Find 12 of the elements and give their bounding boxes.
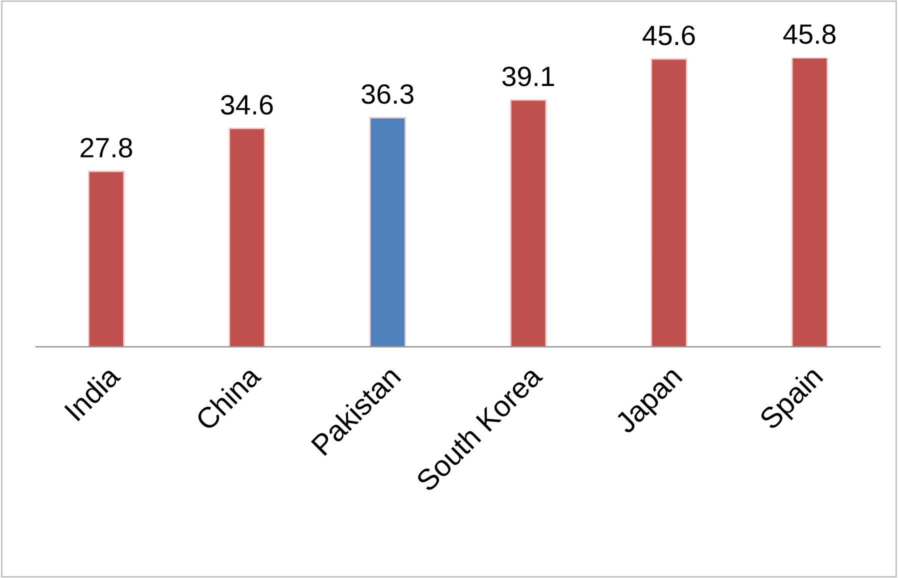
- data-label: 27.8: [80, 138, 132, 158]
- bar: [228, 128, 266, 347]
- data-label: 39.1: [502, 66, 554, 86]
- data-label: 34.6: [220, 94, 273, 115]
- data-label: 45.6: [642, 26, 695, 46]
- bar: [510, 99, 547, 347]
- data-label: 45.8: [783, 24, 836, 44]
- bar: [369, 117, 406, 347]
- bar: [791, 58, 828, 347]
- bar: [650, 58, 688, 347]
- bar: [88, 170, 125, 347]
- data-label: 36.3: [362, 84, 414, 104]
